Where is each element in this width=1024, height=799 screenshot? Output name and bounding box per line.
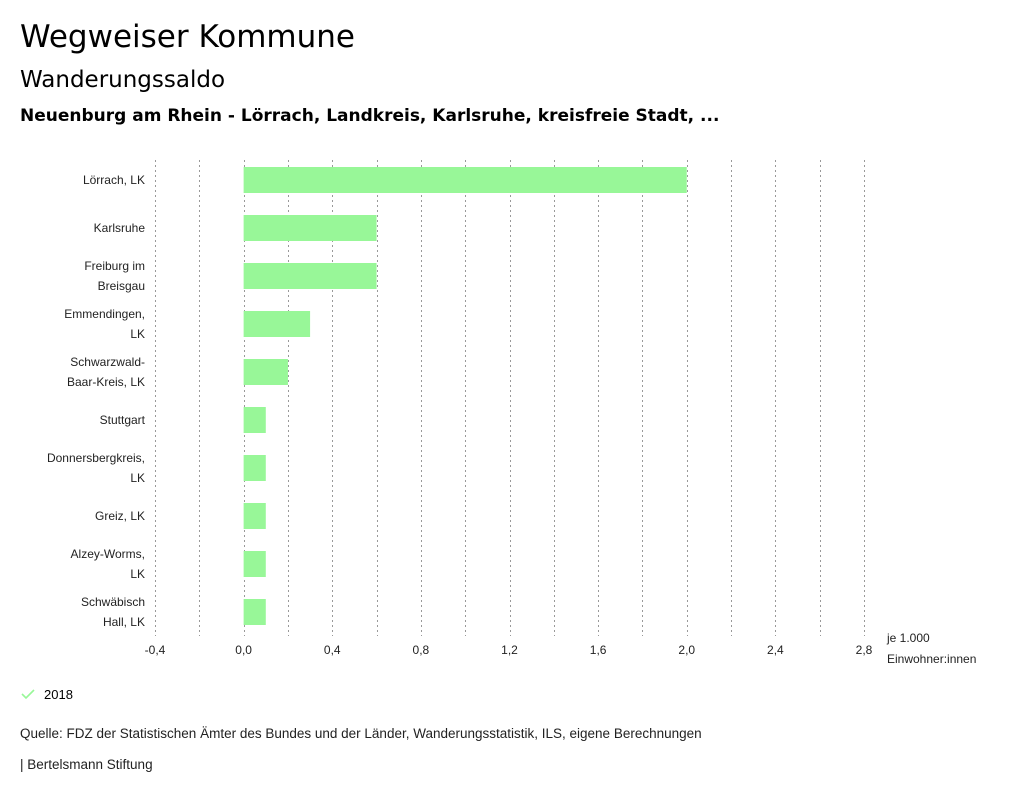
category-label: Schwarzwald- [70, 355, 145, 369]
category-label: Donnersbergkreis, [47, 451, 145, 465]
credit-note: | Bertelsmann Stiftung [20, 757, 153, 772]
x-tick-label: 2,4 [767, 643, 784, 657]
x-tick-label: 0,4 [324, 643, 341, 657]
x-tick-label: 0,8 [413, 643, 430, 657]
bar-chart: -0,4 0,0 0,4 0,8 1,2 1,6 2,0 2,4 2,8 je 1.000 Einw… [47, 160, 976, 666]
category-label: Schwäbisch [81, 595, 145, 609]
bar [243, 359, 288, 385]
x-axis-label: je 1.000 [886, 631, 930, 645]
legend-label: 2018 [44, 686, 73, 702]
category-label: Greiz, LK [95, 509, 145, 523]
source-note: Quelle: FDZ der Statistischen Ämter des … [20, 726, 702, 741]
bar [243, 215, 377, 241]
chart-subtitle: Wanderungssaldo [20, 67, 226, 93]
category-label: LK [130, 567, 145, 581]
category-label: Baar-Kreis, LK [67, 375, 145, 389]
x-tick-label: 0,0 [235, 643, 252, 657]
category-label: Alzey-Worms, [71, 547, 145, 561]
bar [243, 167, 687, 193]
check-icon [21, 689, 35, 700]
bar [243, 407, 266, 433]
bar [243, 599, 266, 625]
legend[interactable]: 2018 [20, 686, 73, 702]
category-label: LK [130, 471, 145, 485]
bar [243, 455, 266, 481]
category-label: Lörrach, LK [83, 173, 145, 187]
category-label: Freiburg im [84, 259, 145, 273]
category-label: Stuttgart [100, 413, 146, 427]
selection-title: Neuenburg am Rhein - Lörrach, Landkreis,… [20, 106, 720, 126]
x-tick-label: -0,4 [145, 643, 166, 657]
page-title: Wegweiser Kommune [20, 19, 355, 55]
x-tick-label: 1,6 [590, 643, 607, 657]
category-label: LK [130, 327, 145, 341]
bar [243, 311, 311, 337]
category-label: Emmendingen, [64, 307, 145, 321]
x-axis-label: Einwohner:innen [887, 652, 976, 666]
x-tick-label: 1,2 [501, 643, 518, 657]
category-label: Karlsruhe [94, 221, 146, 235]
category-label: Breisgau [98, 279, 145, 293]
bar [243, 551, 266, 577]
x-tick-label: 2,0 [678, 643, 695, 657]
bar [243, 503, 266, 529]
x-tick-label: 2,8 [856, 643, 873, 657]
bar [243, 263, 377, 289]
category-label: Hall, LK [103, 615, 145, 629]
